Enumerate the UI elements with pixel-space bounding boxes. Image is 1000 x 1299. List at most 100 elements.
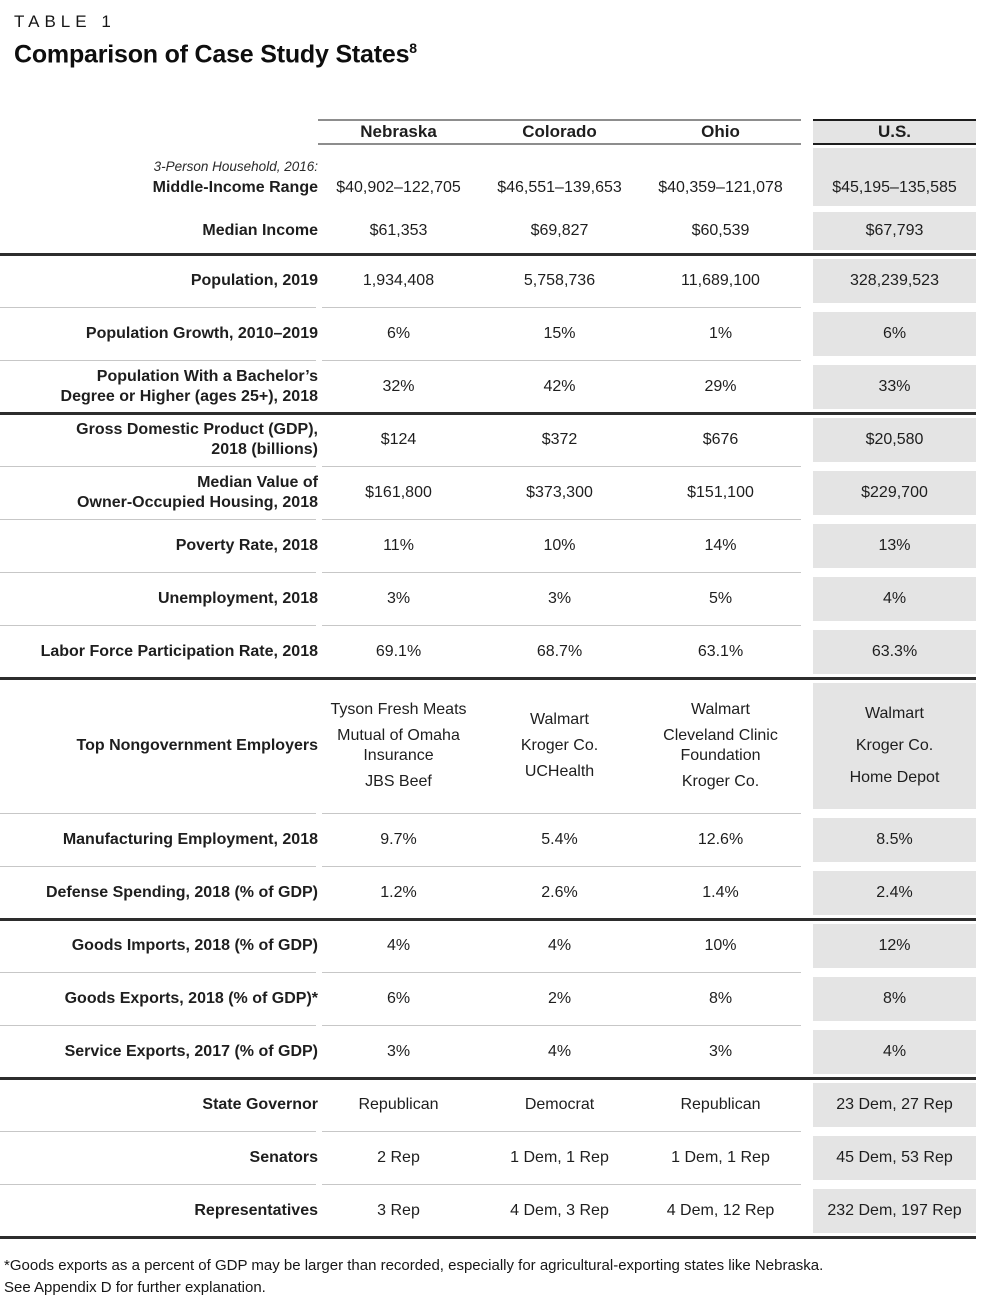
cell-ohio: 1.4% [702, 884, 739, 902]
column-gap [801, 1189, 813, 1233]
column-gap [801, 871, 813, 915]
cell-nebraska: 3% [386, 1043, 411, 1061]
row-divider-segment [0, 625, 316, 627]
column-gap [801, 119, 813, 145]
table-row: Manufacturing Employment, 2018 9.7% 5.4% 12… [0, 815, 976, 865]
employer-item: Kroger Co. [855, 737, 934, 755]
cell-us: 232 Dem, 197 Rep [813, 1189, 976, 1234]
state-headers: Nebraska Colorado Ohio [318, 119, 801, 146]
column-gap [801, 365, 813, 409]
employer-item: Walmart [865, 705, 924, 723]
cell-colorado: 1 Dem, 1 Rep [510, 1149, 609, 1167]
cell-colorado: 4% [547, 1043, 572, 1061]
column-gap [801, 630, 813, 674]
row-divider [0, 866, 976, 868]
cell-ohio: 12.6% [697, 831, 744, 849]
row-divider-segment [322, 813, 801, 815]
column-gap [801, 924, 813, 968]
footnote-line-2: See Appendix D for further explanation. [4, 1279, 266, 1297]
cell-nebraska: $61,353 [369, 222, 428, 240]
cell-us: 6% [813, 312, 976, 357]
section-divider [0, 1077, 976, 1081]
row-label: Goods Exports, 2018 (% of GDP)* [0, 989, 318, 1009]
section-divider [0, 677, 976, 681]
cell-us: $229,700 [813, 471, 976, 516]
row-label-text: Top Nongovernment Employers [76, 737, 318, 755]
row-divider-segment [322, 866, 801, 868]
column-gap [801, 148, 813, 206]
cell-ohio: $151,100 [687, 484, 754, 502]
table-row: Goods Imports, 2018 (% of GDP) 4% 4% 10% 12% [0, 921, 976, 971]
row-divider-segment [0, 866, 316, 868]
row-label: Labor Force Participation Rate, 2018 [0, 642, 318, 662]
row-label-text: Representatives [194, 1202, 318, 1220]
table-row: Population With a Bachelor’s Degree or H… [0, 362, 976, 412]
cell-ohio: Republican [680, 1096, 761, 1114]
cell-ohio: 11,689,100 [681, 272, 760, 290]
cell-colorado: 15% [543, 325, 576, 343]
cell-us: 8% [813, 977, 976, 1022]
section-divider [0, 918, 976, 922]
row-divider-segment [322, 625, 801, 627]
column-gap [801, 1136, 813, 1180]
row-divider-segment [0, 813, 316, 815]
cell-ohio: $40,359–121,078 [658, 179, 783, 197]
table-number: TABLE 1 [14, 12, 116, 31]
row-divider-segment [0, 307, 316, 309]
cell-colorado: 5,758,736 [523, 272, 596, 290]
employer-item: Home Depot [849, 769, 940, 787]
column-gap [801, 312, 813, 356]
row-divider [0, 1025, 976, 1027]
cell-colorado: $46,551–139,653 [497, 179, 622, 197]
cell-nebraska: 6% [386, 325, 411, 343]
cell-ohio: 29% [704, 378, 737, 396]
cell-colorado: $69,827 [530, 222, 589, 240]
cell-us: 63.3% [813, 630, 976, 675]
row-label: State Governor [0, 1095, 318, 1115]
column-gap [801, 1030, 813, 1074]
table-row: Unemployment, 2018 3% 3% 5% 4% [0, 574, 976, 624]
row-divider [0, 519, 976, 521]
table-row: Representatives 3 Rep 4 Dem, 3 Rep 4 Dem, 1… [0, 1186, 976, 1236]
table-row: Population, 2019 1,934,408 5,758,736 11,689… [0, 256, 976, 306]
cell-nebraska: 1.2% [380, 884, 417, 902]
row-divider-segment [0, 360, 316, 362]
cell-nebraska: $124 [380, 431, 417, 449]
row-divider-segment [322, 519, 801, 521]
column-header-us: U.S. [813, 119, 976, 146]
footnote-line-1: *Goods exports as a percent of GDP may b… [4, 1257, 824, 1275]
employer-item: JBS Beef [365, 773, 432, 791]
table-row: 3-Person Household, 2016: Middle-Income R… [0, 145, 976, 209]
table-title-text: Comparison of Case Study States [14, 40, 410, 69]
column-gap [801, 977, 813, 1021]
cell-colorado: $373,300 [526, 484, 593, 502]
cell-us: 2.4% [813, 871, 976, 916]
cell-ohio: 4 Dem, 12 Rep [666, 1202, 775, 1220]
comparison-table: Nebraska Colorado Ohio U.S. 3-Person House… [0, 119, 976, 1240]
row-label: Senators [0, 1148, 318, 1168]
table-row: Top Nongovernment Employers Tyson Fresh M… [0, 680, 976, 812]
row-label-prefix: 3-Person Household, 2016: [153, 158, 318, 174]
employer-item: Mutual of Omaha Insurance [337, 727, 460, 765]
row-label: Unemployment, 2018 [0, 589, 318, 609]
cell-us: $45,195–135,585 [813, 148, 976, 207]
row-label-text: Manufacturing Employment, 2018 [62, 831, 318, 849]
row-label-text: Population With a Bachelor’s Degree or H… [60, 368, 318, 406]
row-divider [0, 572, 976, 574]
row-label: Goods Imports, 2018 (% of GDP) [0, 936, 318, 956]
cell-us: 12% [813, 924, 976, 969]
row-label-text: Population Growth, 2010–2019 [85, 325, 318, 343]
row-divider-segment [0, 1184, 316, 1186]
row-label-text: Goods Imports, 2018 (% of GDP) [71, 937, 318, 955]
cell-colorado: Democrat [524, 1096, 595, 1114]
cell-us: $20,580 [813, 418, 976, 463]
column-gap [801, 259, 813, 303]
row-label: Population With a Bachelor’s Degree or H… [0, 367, 318, 407]
cell-nebraska: 3% [386, 590, 411, 608]
cell-nebraska: $40,902–122,705 [336, 179, 461, 197]
row-divider [0, 972, 976, 974]
cell-us: Walmart Kroger Co. Home Depot [813, 683, 976, 810]
row-divider-segment [0, 972, 316, 974]
table-row: Senators 2 Rep 1 Dem, 1 Rep 1 Dem, 1 Rep 45 … [0, 1133, 976, 1183]
